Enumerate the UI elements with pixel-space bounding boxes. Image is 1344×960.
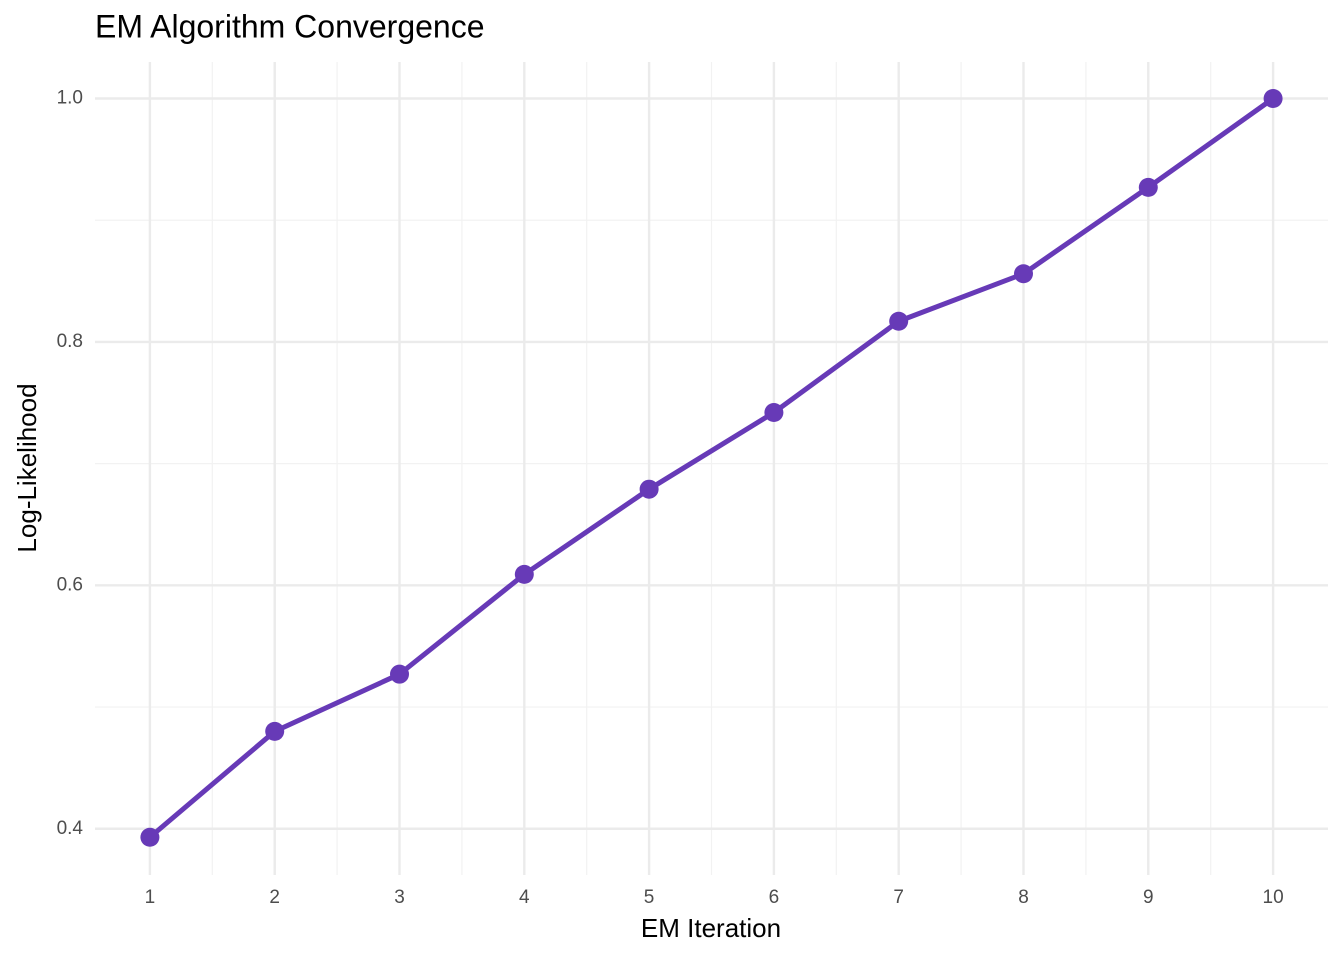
data-point xyxy=(889,311,909,331)
x-tick-label: 5 xyxy=(644,887,655,908)
data-point xyxy=(639,479,659,499)
x-tick-label: 7 xyxy=(893,887,904,908)
data-point xyxy=(1138,177,1158,197)
x-tick-label: 10 xyxy=(1263,887,1284,908)
chart-title: EM Algorithm Convergence xyxy=(95,8,485,44)
grid xyxy=(95,62,1328,875)
data-point xyxy=(140,827,160,847)
y-tick-label: 0.4 xyxy=(57,818,84,839)
x-tick-label: 9 xyxy=(1143,887,1154,908)
data-line xyxy=(148,96,1275,840)
data-point xyxy=(390,664,410,684)
x-tick-label: 2 xyxy=(269,887,280,908)
y-tick-label: 1.0 xyxy=(57,88,83,109)
x-tick-label: 4 xyxy=(519,887,530,908)
x-axis-title: EM Iteration xyxy=(641,913,781,943)
data-point xyxy=(265,721,285,741)
x-tick-label: 3 xyxy=(394,887,405,908)
data-point xyxy=(764,403,784,423)
y-axis-title: Log-Likelihood xyxy=(12,383,42,552)
data-point xyxy=(1013,264,1033,284)
x-tick-label: 6 xyxy=(769,887,780,908)
data-point xyxy=(1263,89,1283,109)
y-tick-label: 0.6 xyxy=(57,574,83,595)
y-tick-label: 0.8 xyxy=(57,331,83,352)
x-tick-label: 8 xyxy=(1018,887,1029,908)
x-tick-label: 1 xyxy=(145,887,156,908)
data-point xyxy=(514,564,534,584)
